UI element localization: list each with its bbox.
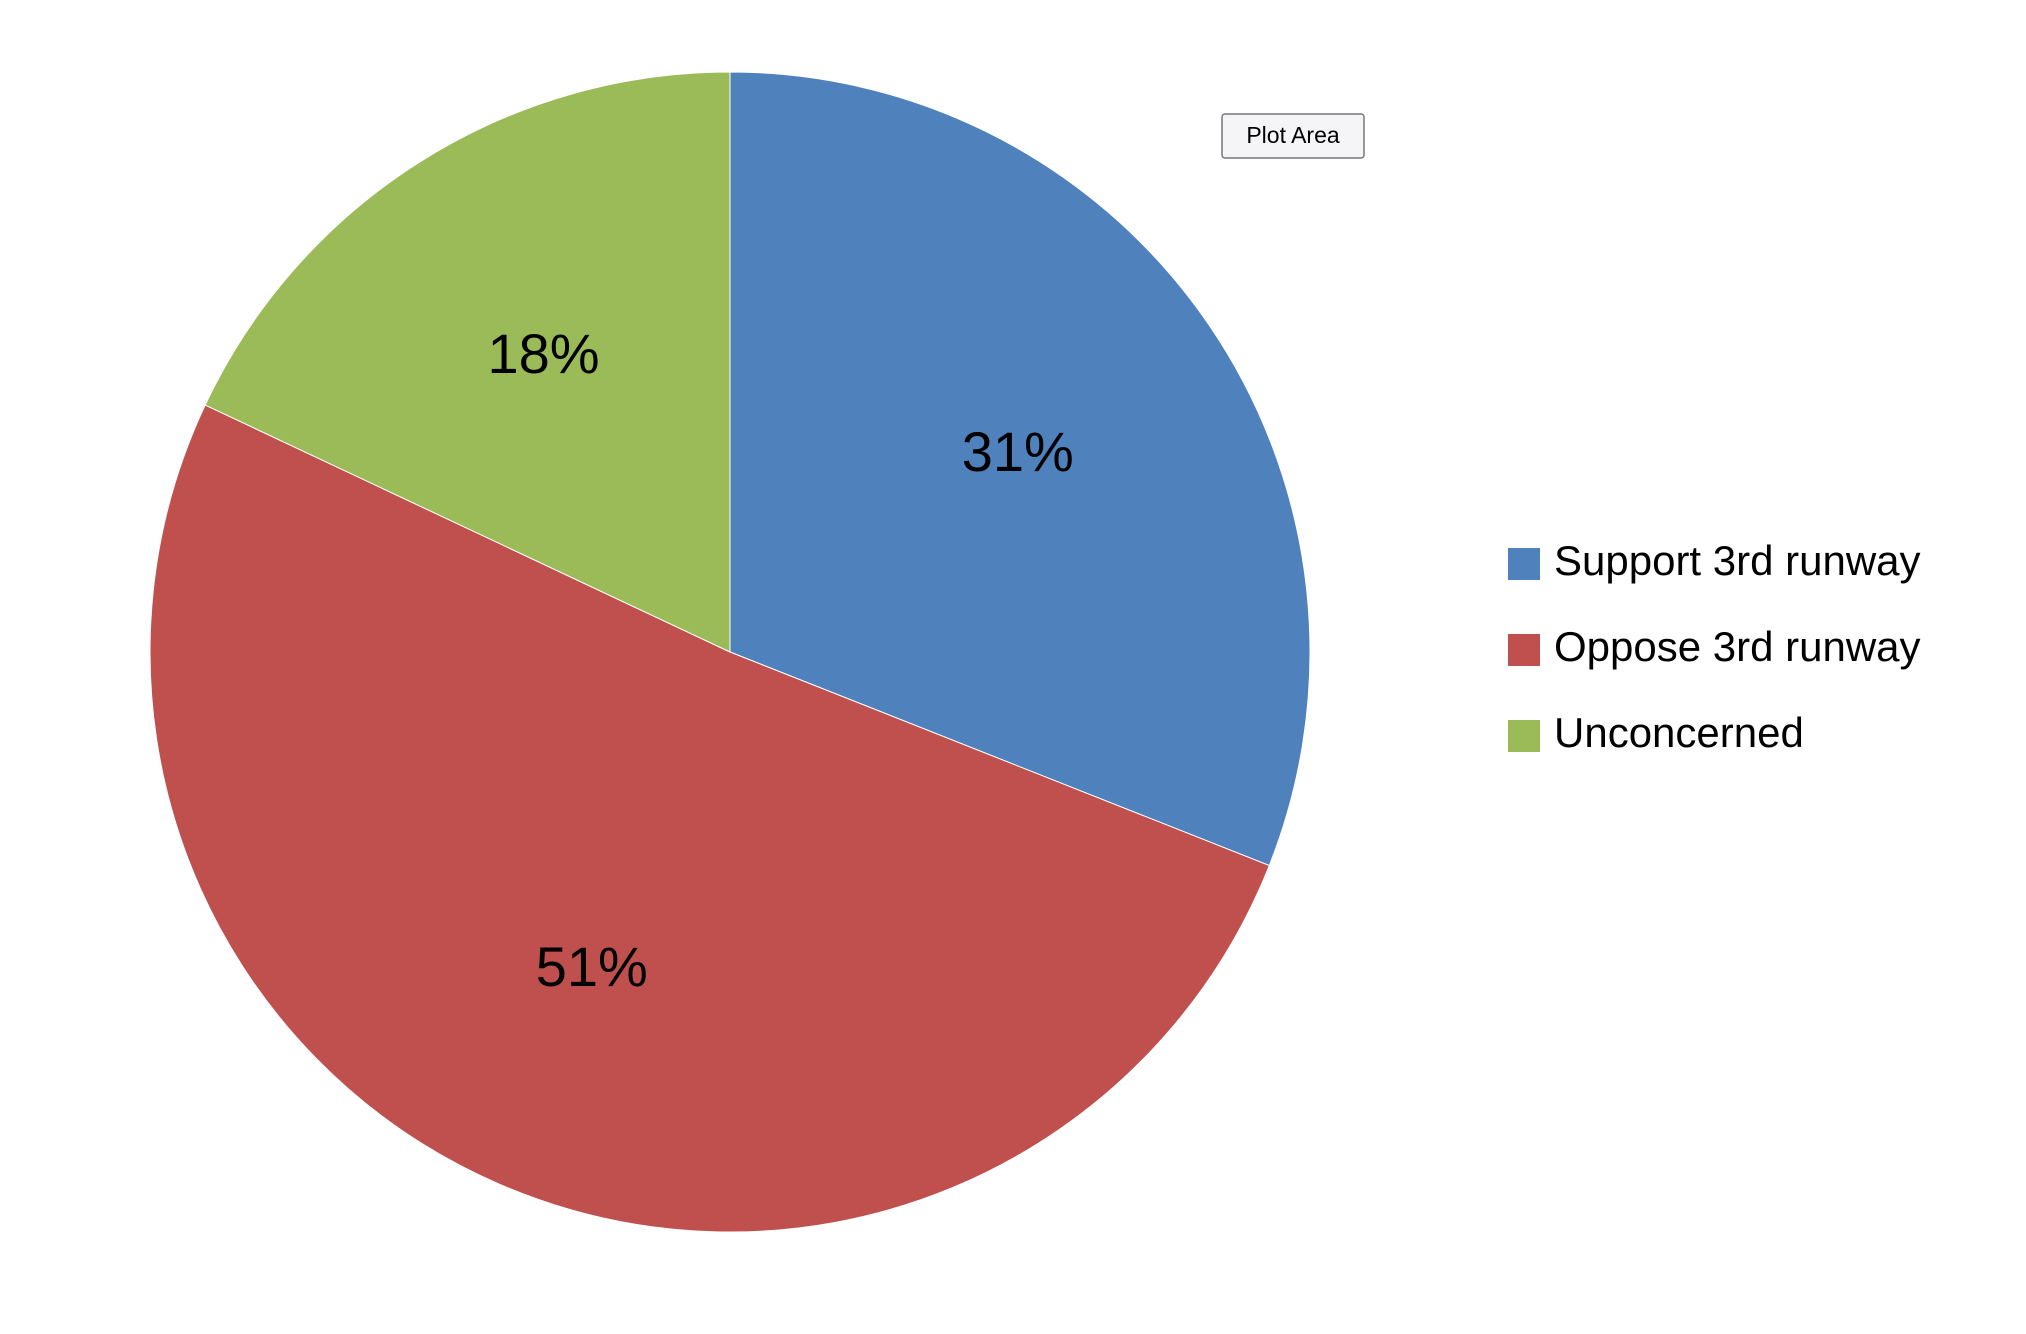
tooltip-text: Plot Area: [1246, 122, 1340, 148]
data-label: 51%: [536, 935, 648, 998]
legend-swatch: [1508, 634, 1540, 666]
legend-label: Oppose 3rd runway: [1554, 623, 1921, 670]
data-label: 31%: [962, 420, 1074, 483]
legend-swatch: [1508, 548, 1540, 580]
legend-label: Unconcerned: [1554, 709, 1804, 756]
pie-slice: [204, 71, 731, 653]
tooltip-box: [1221, 113, 1365, 159]
legend-label: Support 3rd runway: [1554, 537, 1921, 584]
tooltip: Plot Area: [1221, 113, 1365, 159]
data-label: 18%: [487, 322, 599, 385]
pie-slice: [149, 404, 1270, 1233]
legend-swatch: [1508, 720, 1540, 752]
pie-slice: [729, 71, 1311, 867]
